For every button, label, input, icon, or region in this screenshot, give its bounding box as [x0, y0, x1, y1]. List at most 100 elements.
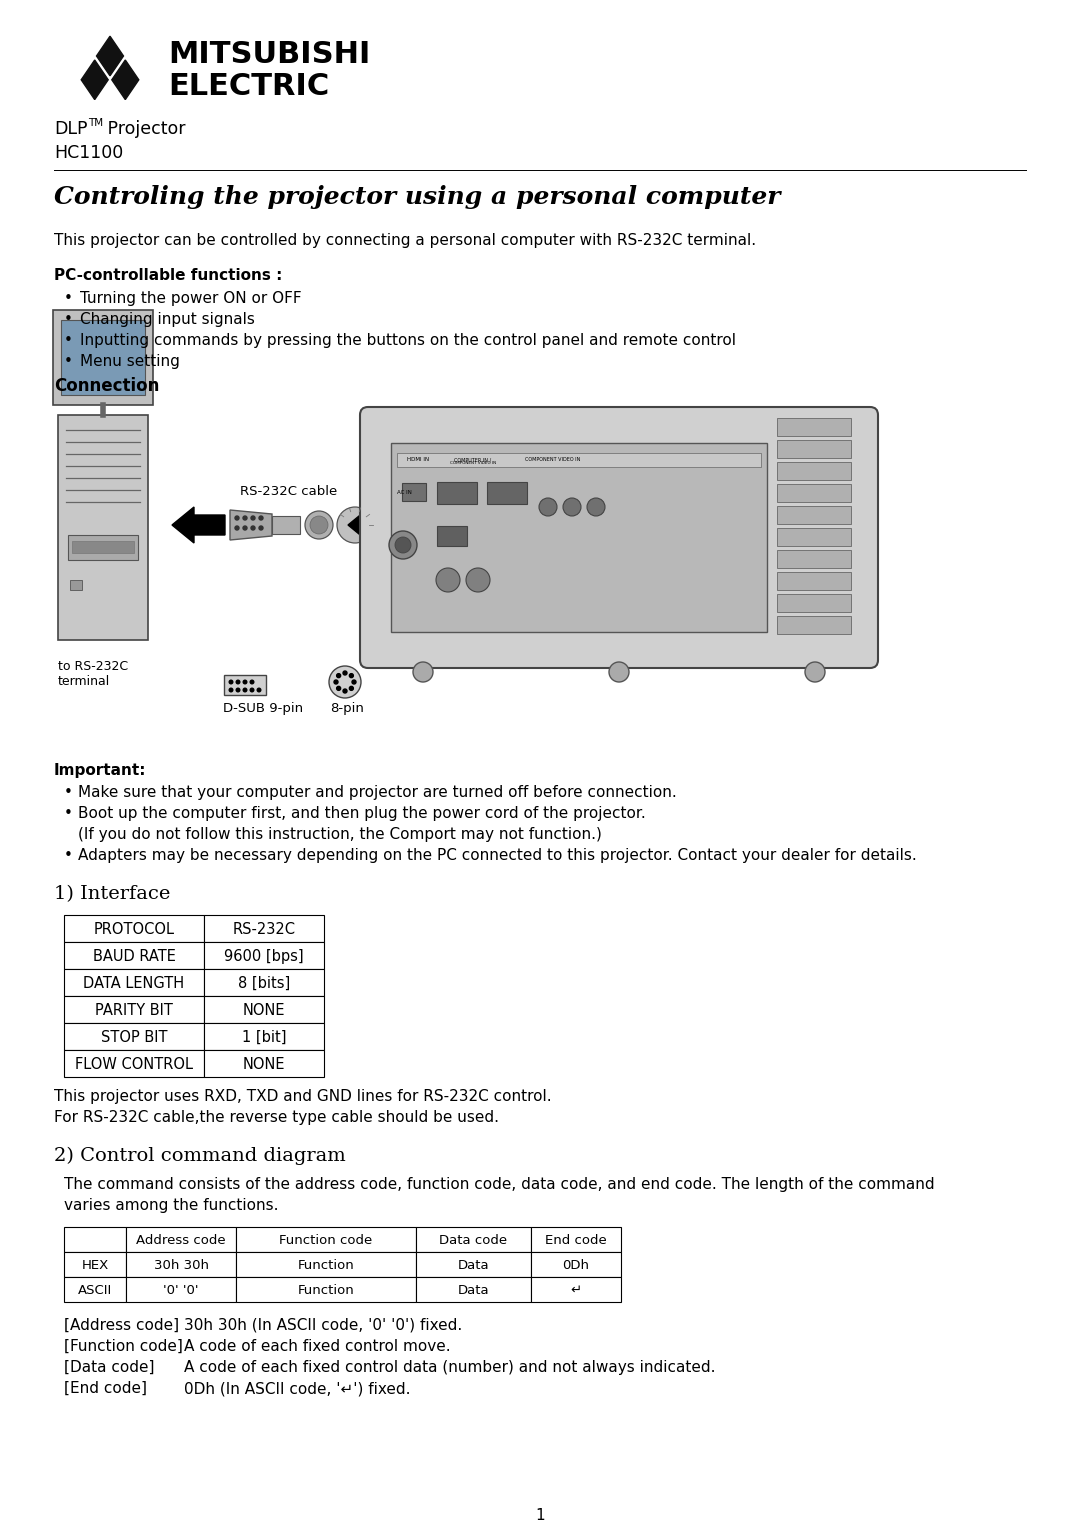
FancyBboxPatch shape [777, 506, 851, 524]
Circle shape [413, 662, 433, 681]
Circle shape [243, 516, 247, 520]
Circle shape [310, 516, 328, 533]
Polygon shape [230, 510, 272, 539]
Text: This projector can be controlled by connecting a personal computer with RS-232C : This projector can be controlled by conn… [54, 232, 756, 248]
FancyBboxPatch shape [126, 1251, 237, 1277]
Text: Inputting commands by pressing the buttons on the control panel and remote contr: Inputting commands by pressing the butto… [80, 333, 735, 348]
Circle shape [237, 680, 240, 685]
Text: STOP BIT: STOP BIT [100, 1030, 167, 1045]
Text: HEX: HEX [81, 1259, 109, 1271]
Text: Controling the projector using a personal computer: Controling the projector using a persona… [54, 185, 781, 209]
FancyBboxPatch shape [237, 1277, 416, 1302]
FancyBboxPatch shape [487, 481, 527, 504]
FancyBboxPatch shape [531, 1277, 621, 1302]
Text: [Address code]: [Address code] [64, 1319, 179, 1332]
Text: to RS-232C
terminal: to RS-232C terminal [58, 660, 129, 688]
Text: End code: End code [545, 1235, 607, 1247]
Text: BAUD RATE: BAUD RATE [93, 949, 175, 964]
Text: COMPONENT VIDEO IN: COMPONENT VIDEO IN [450, 461, 496, 465]
Text: Data: Data [458, 1284, 489, 1297]
Text: COMPONENT VIDEO IN: COMPONENT VIDEO IN [525, 457, 581, 461]
Text: 1) Interface: 1) Interface [54, 885, 171, 903]
Circle shape [251, 680, 254, 685]
Circle shape [349, 686, 353, 691]
Circle shape [251, 516, 255, 520]
Text: HDMI IN: HDMI IN [407, 457, 429, 461]
Text: [End code]: [End code] [64, 1381, 147, 1397]
FancyBboxPatch shape [204, 915, 324, 941]
Circle shape [465, 568, 490, 591]
Circle shape [349, 674, 353, 677]
Circle shape [229, 688, 233, 692]
Text: Menu setting: Menu setting [80, 354, 180, 368]
Text: DATA LENGTH: DATA LENGTH [83, 976, 185, 992]
FancyBboxPatch shape [64, 969, 204, 996]
FancyBboxPatch shape [416, 1251, 531, 1277]
Text: Data code: Data code [440, 1235, 508, 1247]
FancyArrow shape [172, 507, 225, 542]
Text: (If you do not follow this instruction, the Comport may not function.): (If you do not follow this instruction, … [78, 827, 602, 842]
Circle shape [563, 498, 581, 516]
FancyBboxPatch shape [397, 452, 761, 468]
FancyBboxPatch shape [70, 581, 82, 590]
Text: PC-controllable functions :: PC-controllable functions : [54, 267, 282, 283]
Circle shape [337, 507, 373, 542]
Text: Function: Function [298, 1284, 354, 1297]
Text: 8 [bits]: 8 [bits] [238, 976, 291, 992]
FancyBboxPatch shape [64, 1227, 126, 1251]
Text: PROTOCOL: PROTOCOL [94, 921, 175, 937]
Text: •: • [64, 354, 72, 368]
Text: ↵: ↵ [570, 1284, 581, 1297]
FancyBboxPatch shape [360, 406, 878, 668]
Text: Make sure that your computer and projector are turned off before connection.: Make sure that your computer and project… [78, 785, 677, 801]
Circle shape [334, 680, 338, 685]
Text: Adapters may be necessary depending on the PC connected to this projector. Conta: Adapters may be necessary depending on t… [78, 848, 917, 863]
Circle shape [251, 688, 254, 692]
Polygon shape [96, 37, 123, 76]
Text: Data: Data [458, 1259, 489, 1271]
FancyArrow shape [348, 507, 376, 542]
Polygon shape [112, 60, 139, 99]
Circle shape [259, 526, 264, 530]
FancyBboxPatch shape [777, 529, 851, 545]
FancyBboxPatch shape [126, 1277, 237, 1302]
FancyBboxPatch shape [64, 1050, 204, 1077]
FancyBboxPatch shape [531, 1227, 621, 1251]
FancyBboxPatch shape [60, 319, 145, 396]
FancyBboxPatch shape [64, 1277, 126, 1302]
Circle shape [329, 666, 361, 698]
Text: Function code: Function code [280, 1235, 373, 1247]
FancyBboxPatch shape [204, 969, 324, 996]
Circle shape [243, 526, 247, 530]
Circle shape [251, 526, 255, 530]
FancyBboxPatch shape [402, 483, 426, 501]
Text: TM: TM [87, 118, 103, 128]
Circle shape [237, 688, 240, 692]
Text: •: • [64, 805, 72, 821]
FancyBboxPatch shape [64, 1251, 126, 1277]
Circle shape [395, 536, 411, 553]
Circle shape [229, 680, 233, 685]
Text: varies among the functions.: varies among the functions. [64, 1198, 279, 1213]
Text: •: • [64, 785, 72, 801]
Text: •: • [64, 848, 72, 863]
FancyBboxPatch shape [437, 481, 477, 504]
FancyBboxPatch shape [777, 571, 851, 590]
Text: RS-232C cable: RS-232C cable [240, 484, 337, 498]
Text: HC1100: HC1100 [54, 144, 123, 162]
Text: The command consists of the address code, function code, data code, and end code: The command consists of the address code… [64, 1177, 934, 1192]
Text: Address code: Address code [136, 1235, 226, 1247]
Text: Turning the power ON or OFF: Turning the power ON or OFF [80, 290, 301, 306]
Text: 30h 30h: 30h 30h [153, 1259, 208, 1271]
Circle shape [259, 516, 264, 520]
Circle shape [352, 680, 356, 685]
FancyBboxPatch shape [416, 1227, 531, 1251]
Circle shape [257, 688, 260, 692]
FancyBboxPatch shape [64, 915, 204, 941]
Circle shape [235, 526, 239, 530]
Text: This projector uses RXD, TXD and GND lines for RS-232C control.: This projector uses RXD, TXD and GND lin… [54, 1089, 552, 1105]
FancyBboxPatch shape [53, 310, 153, 405]
Text: •: • [64, 290, 72, 306]
FancyBboxPatch shape [204, 941, 324, 969]
FancyBboxPatch shape [777, 484, 851, 503]
